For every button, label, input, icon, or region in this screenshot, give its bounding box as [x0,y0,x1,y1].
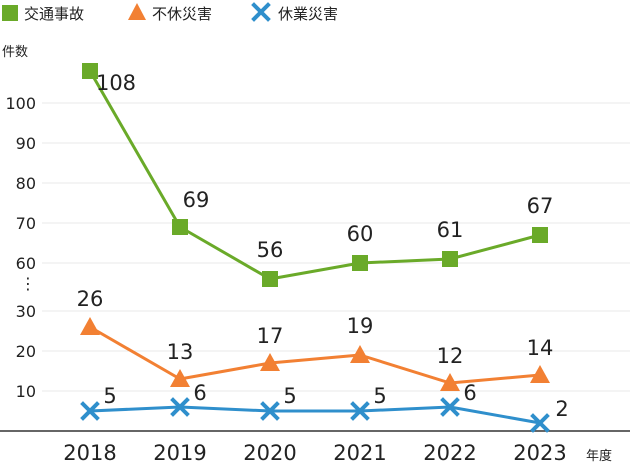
grid [42,102,630,392]
data-point-cross [260,401,280,421]
data-point-square [172,219,188,235]
y-tick-label: 70 [16,214,36,233]
data-label: 6 [463,381,476,405]
data-label: 13 [167,340,194,364]
data-point-triangle [260,353,280,371]
data-point-triangle [350,345,370,363]
data-label: 5 [373,384,386,408]
x-tick-label: 2023 [513,441,566,465]
legend: 交通事故 不休災害 休業災害 [2,2,338,23]
data-label: 2 [555,397,568,421]
y-axis-label: 件数 [2,45,28,60]
data-label: 5 [103,384,116,408]
x-axis-ticks: 2018 2019 2020 2021 2022 2023 [63,441,566,465]
legend-swatch-cross [251,2,271,22]
data-label: 14 [527,336,554,360]
series-line [89,325,541,385]
data-point-cross [440,397,460,417]
legend-swatch-triangle [128,3,146,20]
y-tick-label: 30 [16,302,36,321]
data-point-triangle [530,365,550,383]
x-tick-label: 2019 [153,441,206,465]
data-label: 60 [347,222,374,246]
data-label: 5 [283,384,296,408]
series-line [88,70,541,281]
y-axis-ticks: 100 90 80 70 60⋮ 30 20 10 [5,94,36,401]
x-tick-label: 2021 [333,441,386,465]
y-tick-label: 100 [5,94,36,113]
legend-label: 不休災害 [152,5,212,23]
x-tick-label: 2022 [423,441,476,465]
y-tick-label: 60 [16,254,36,273]
data-label: 26 [77,287,104,311]
data-point-square [442,251,458,267]
data-label: 108 [96,71,136,95]
data-point-square [532,227,548,243]
data-label: 12 [437,344,464,368]
legend-label: 休業災害 [278,5,338,23]
legend-label: 交通事故 [24,5,84,23]
x-tick-label: 2018 [63,441,116,465]
series-line [89,405,541,425]
data-label: 61 [437,218,464,242]
data-label: 67 [527,194,554,218]
legend-item-non-lost-time-injury: 不休災害 [128,3,212,23]
data-point-square [82,63,98,79]
y-tick-label: 10 [16,382,36,401]
data-label: 17 [257,324,284,348]
x-tick-label: 2020 [243,441,296,465]
data-label: 69 [183,188,210,212]
y-tick-label: 90 [16,134,36,153]
y-tick-label: ⋮ [20,274,36,293]
legend-swatch-square [2,5,18,21]
legend-item-traffic-accident: 交通事故 [2,5,84,23]
y-tick-label: 80 [16,174,36,193]
data-point-square [262,271,278,287]
data-label: 6 [193,381,206,405]
data-point-triangle [440,373,460,391]
data-point-square [352,255,368,271]
legend-item-lost-time-injury: 休業災害 [251,2,338,23]
data-point-triangle [80,317,100,335]
x-axis-label: 年度 [586,448,612,464]
data-point-cross [530,413,550,433]
data-point-cross [170,397,190,417]
data-label: 56 [257,238,284,262]
data-point-cross [350,401,370,421]
y-tick-label: 20 [16,342,36,361]
data-point-cross [80,401,100,421]
data-point-triangle [170,369,190,387]
data-label: 19 [347,314,374,338]
